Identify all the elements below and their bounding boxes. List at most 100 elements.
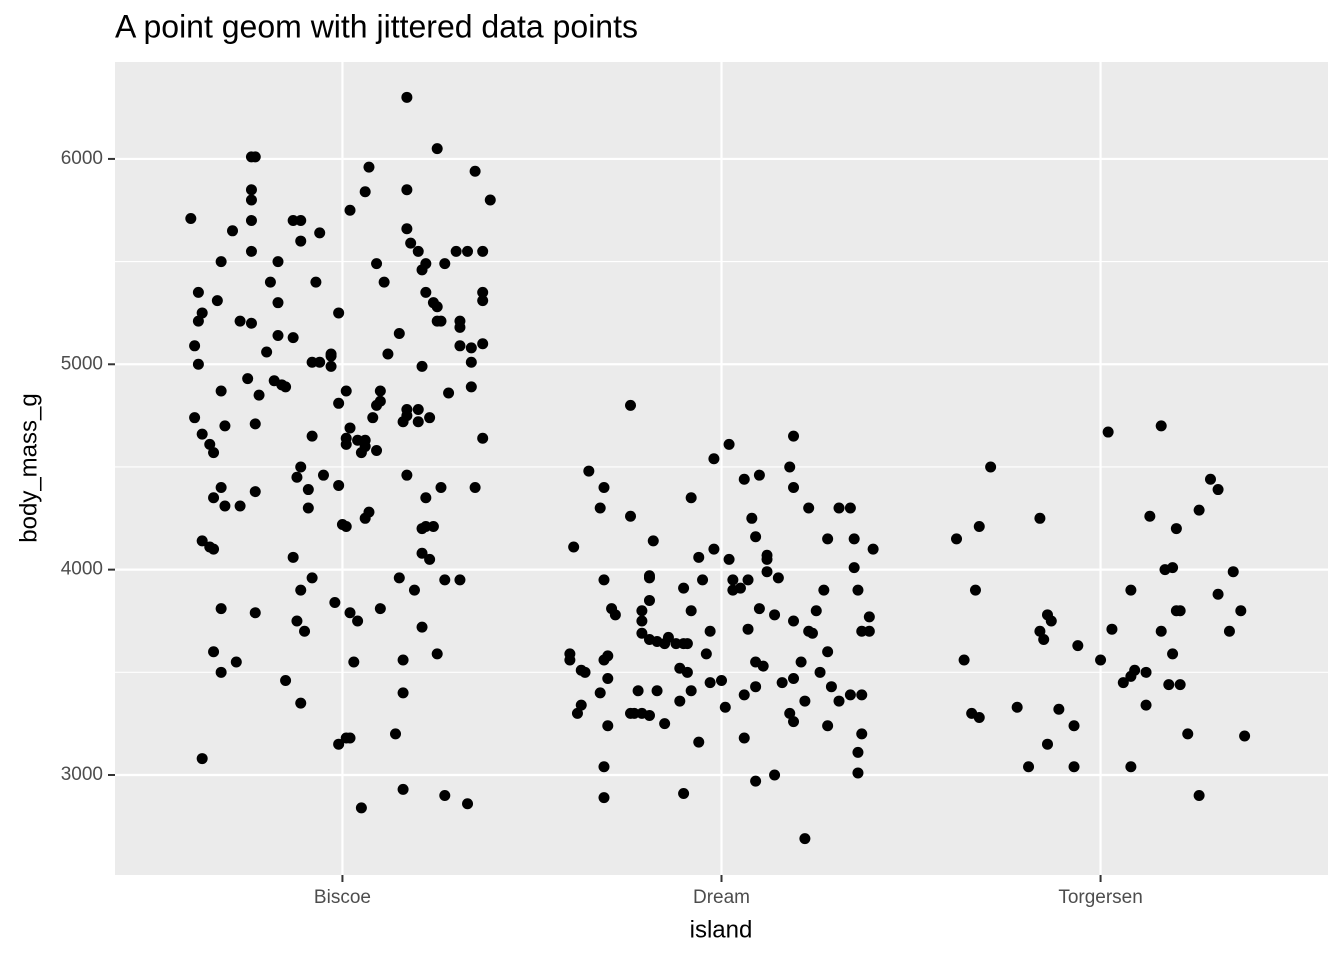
point — [643, 709, 655, 721]
point — [462, 245, 474, 257]
point — [477, 295, 489, 307]
point — [681, 666, 693, 678]
point — [249, 418, 261, 430]
point — [1144, 510, 1156, 522]
point — [969, 584, 981, 596]
point — [788, 430, 800, 442]
point — [371, 258, 383, 270]
point — [234, 315, 246, 327]
point — [367, 412, 379, 424]
point — [401, 223, 413, 235]
point — [249, 486, 261, 498]
point — [685, 492, 697, 504]
point — [776, 677, 788, 689]
point — [280, 381, 292, 393]
point — [1140, 699, 1152, 711]
point — [477, 286, 489, 298]
point — [412, 245, 424, 257]
point — [1239, 730, 1251, 742]
y-axis-label: body_mass_g — [15, 393, 42, 542]
point — [719, 701, 731, 713]
point — [352, 434, 364, 446]
point — [723, 438, 735, 450]
point — [761, 553, 773, 565]
point — [374, 395, 386, 407]
point — [863, 625, 875, 637]
point — [401, 91, 413, 103]
point — [822, 720, 834, 732]
point — [602, 720, 614, 732]
point — [1235, 605, 1247, 617]
point — [1170, 523, 1182, 535]
point — [1068, 761, 1080, 773]
chart-title: A point geom with jittered data points — [115, 8, 638, 44]
point — [393, 327, 405, 339]
point — [822, 533, 834, 545]
point — [469, 481, 481, 493]
point — [348, 656, 360, 668]
point — [753, 603, 765, 615]
point — [344, 732, 356, 744]
point — [1045, 615, 1057, 627]
point — [431, 648, 443, 660]
point — [215, 666, 227, 678]
point — [196, 753, 208, 765]
point — [598, 481, 610, 493]
point — [788, 716, 800, 728]
point — [352, 615, 364, 627]
point — [302, 484, 314, 496]
point — [852, 767, 864, 779]
point — [439, 258, 451, 270]
point — [757, 660, 769, 672]
point — [670, 638, 682, 650]
point — [1102, 426, 1114, 438]
point — [390, 728, 402, 740]
point — [196, 535, 208, 547]
point — [784, 707, 796, 719]
point — [295, 461, 307, 473]
point — [571, 707, 583, 719]
point — [598, 792, 610, 804]
point — [678, 787, 690, 799]
point — [439, 790, 451, 802]
point — [272, 330, 284, 342]
point — [750, 531, 762, 543]
point — [371, 445, 383, 457]
point — [1041, 738, 1053, 750]
point — [856, 728, 868, 740]
point — [856, 625, 868, 637]
point — [704, 625, 716, 637]
point — [219, 420, 231, 432]
point — [848, 533, 860, 545]
point — [833, 502, 845, 514]
point — [378, 276, 390, 288]
point — [192, 315, 204, 327]
point — [291, 471, 303, 483]
point — [306, 572, 318, 584]
point — [659, 718, 671, 730]
point — [450, 245, 462, 257]
point — [1212, 588, 1224, 600]
point — [734, 582, 746, 594]
point — [1155, 420, 1167, 432]
point — [1106, 623, 1118, 635]
point — [647, 535, 659, 547]
y-tick-label: 3000 — [61, 764, 103, 785]
point — [958, 654, 970, 666]
y-tick-label: 6000 — [61, 148, 103, 169]
point — [314, 356, 326, 368]
point — [1167, 648, 1179, 660]
point — [412, 403, 424, 415]
point — [1193, 504, 1205, 516]
point — [1034, 512, 1046, 524]
point — [465, 342, 477, 354]
point — [1212, 484, 1224, 496]
point — [291, 615, 303, 627]
point — [196, 307, 208, 319]
point — [359, 440, 371, 452]
point — [636, 605, 648, 617]
point — [454, 321, 466, 333]
point — [727, 574, 739, 586]
point — [693, 551, 705, 563]
point — [211, 295, 223, 307]
